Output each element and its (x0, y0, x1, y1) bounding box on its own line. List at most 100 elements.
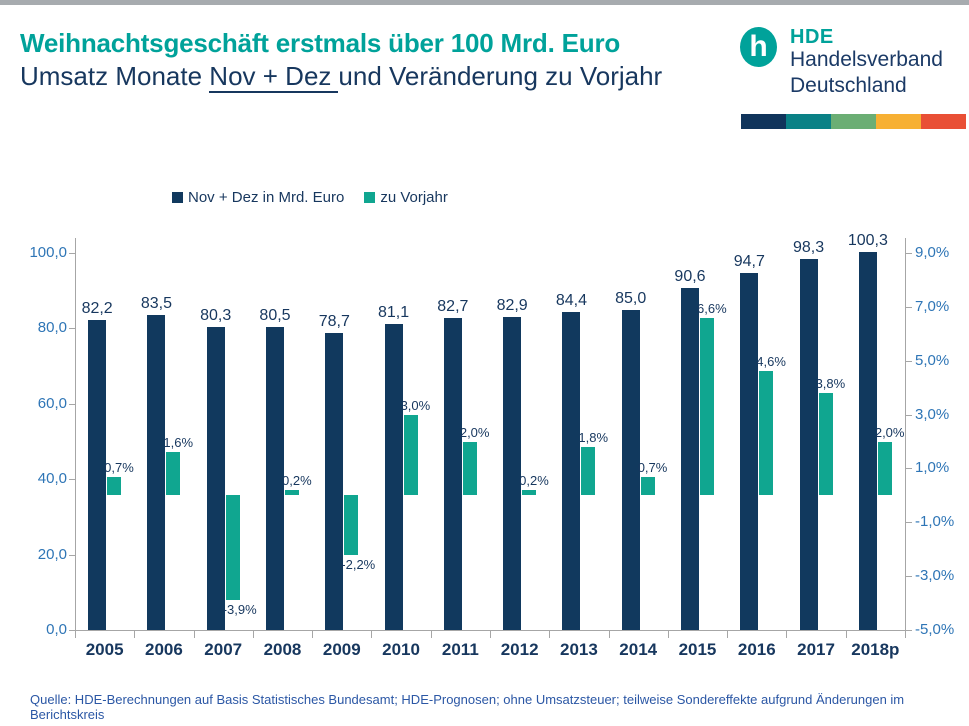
axis-tick (193, 631, 195, 638)
bar-value-label: 82,2 (81, 300, 113, 318)
axis-tick (845, 631, 847, 638)
bar-change (818, 393, 833, 496)
bar-change (285, 489, 299, 496)
y-axis-label: 0,0 (46, 621, 67, 638)
bar-value-label: 82,9 (496, 297, 528, 315)
axis-tick (906, 253, 912, 254)
bar-value-label: 94,7 (733, 252, 765, 270)
bar-revenue (503, 317, 522, 630)
axis-tick (906, 522, 912, 524)
axis-tick (371, 631, 373, 638)
legend-swatch-icon (172, 192, 183, 203)
bar-value-label: 100,3 (847, 231, 888, 249)
x-axis-label: 2016 (737, 640, 776, 659)
legend-item: zu Vorjahr (364, 189, 448, 206)
y-axis-right-label: -3,0% (915, 567, 955, 585)
brand-color-segment-4 (921, 114, 966, 129)
axis-tick (69, 630, 75, 631)
y-axis-label: 60,0 (37, 394, 67, 412)
subtitle-suffix: und Veränderung zu Vorjahr (338, 61, 663, 91)
source-note: Quelle: HDE-Berechnungen auf Basis Stati… (30, 692, 905, 722)
bar-revenue (681, 288, 699, 630)
x-axis-label: 2013 (560, 640, 598, 659)
subtitle-prefix: Umsatz Monate (20, 61, 210, 91)
bar-revenue (266, 326, 284, 630)
axis-tick (906, 630, 912, 631)
brand-color-bar (741, 114, 966, 129)
bar-change-label: 0,7% (104, 459, 134, 475)
page-title: Weihnachtsgeschäft erstmals über 100 Mrd… (20, 28, 621, 58)
axis-tick (312, 631, 314, 638)
legend-label: Nov + Dez in Mrd. Euro (188, 189, 345, 206)
bar-change-label: 3,0% (400, 397, 431, 413)
y-axis-label: 40,0 (37, 470, 67, 488)
x-axis-line (75, 630, 906, 631)
bar-change-label: 6,6% (697, 300, 727, 316)
bar-value-label: 83,5 (140, 295, 172, 313)
legend-item: Nov + Dez in Mrd. Euro (172, 189, 344, 206)
bar-value-label: 81,1 (377, 304, 410, 322)
legend-swatch-icon (364, 192, 376, 203)
x-axis-label: 2006 (145, 640, 183, 659)
x-axis-label: 2005 (85, 640, 124, 659)
bar-change (225, 495, 240, 601)
y-axis-label: 100,0 (29, 244, 67, 261)
bar-value-label: 98,3 (792, 239, 825, 257)
bar-change (107, 476, 122, 496)
bar-revenue (147, 315, 166, 630)
axis-tick (906, 360, 912, 362)
logo-abbr: HDE (790, 26, 834, 48)
top-divider-bar (0, 0, 969, 5)
page-subtitle: Umsatz Monate Nov + Dez und Veränderung z… (20, 61, 663, 93)
bar-value-label: 84,4 (555, 291, 587, 309)
bar-change-label: 1,8% (578, 429, 609, 445)
brand-color-segment-3 (876, 114, 921, 129)
axis-tick (490, 631, 491, 638)
bar-change-label: 0,7% (637, 459, 668, 475)
bar-change (403, 414, 418, 496)
bar-change (166, 452, 181, 496)
legend-label: zu Vorjahr (380, 189, 448, 206)
axis-tick (75, 631, 76, 638)
brand-color-segment-1 (786, 114, 831, 129)
axis-tick (727, 631, 729, 638)
y-axis-label: 20,0 (37, 545, 67, 563)
x-axis-label: 2008 (263, 640, 302, 659)
axis-tick (906, 414, 912, 416)
x-axis-label: 2012 (500, 640, 539, 659)
bar-revenue (562, 311, 581, 630)
bar-revenue (799, 259, 818, 630)
y-axis-right-label: 1,0% (915, 459, 950, 477)
axis-tick (252, 631, 254, 638)
bar-value-label: 80,5 (259, 306, 291, 324)
axis-tick (69, 554, 75, 556)
bar-change (700, 317, 714, 496)
x-axis-label: 2018p (851, 640, 900, 659)
bar-change-label: 0,2% (282, 472, 312, 488)
x-axis-label: 2007 (204, 640, 243, 659)
bar-revenue (858, 251, 877, 630)
bar-revenue (384, 324, 403, 630)
y-axis-right-label: -5,0% (915, 621, 955, 638)
bar-change-label: 3,8% (815, 376, 846, 392)
bar-revenue (443, 318, 462, 630)
bar-change-label: 2,0% (874, 424, 905, 440)
y-axis-right-label: 5,0% (915, 351, 950, 369)
axis-tick (69, 328, 75, 330)
bar-change-label: 4,6% (756, 354, 786, 370)
bar-change (462, 441, 477, 496)
x-axis-label: 2010 (382, 640, 420, 659)
bar-value-label: 90,6 (674, 268, 706, 286)
bar-change-label: -2,2% (341, 556, 376, 572)
axis-tick (608, 631, 610, 638)
x-axis-label: 2014 (619, 640, 658, 659)
axis-tick (906, 306, 912, 308)
axis-tick (667, 631, 669, 638)
y-axis-right-label: 7,0% (915, 297, 950, 315)
y-axis-right-line (905, 238, 906, 630)
bar-change-label: 1,6% (163, 435, 194, 451)
axis-tick (549, 631, 551, 638)
hde-logo-icon: h (740, 27, 777, 67)
